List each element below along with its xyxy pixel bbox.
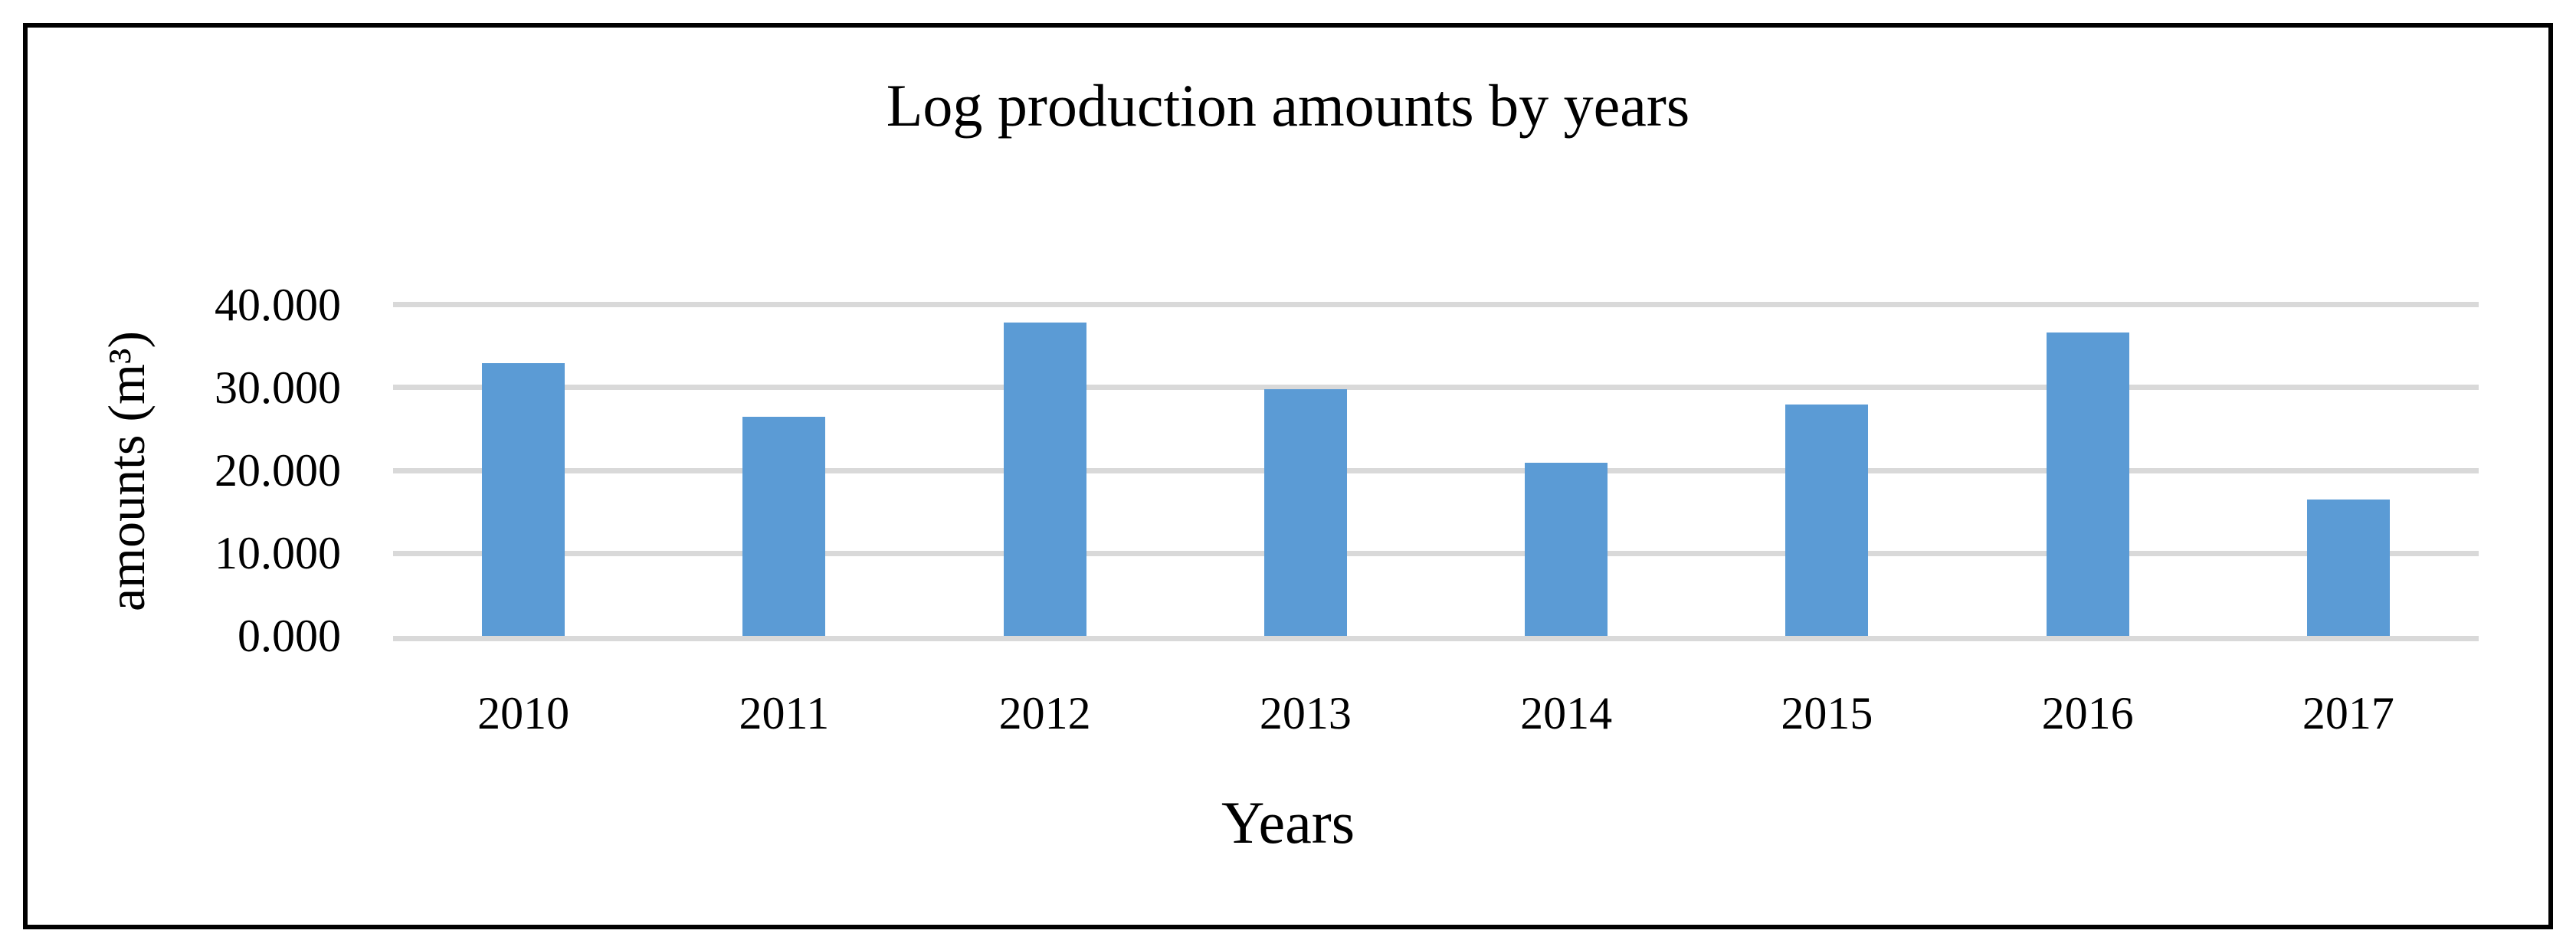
y-tick-label-20.000: 20.000: [215, 445, 341, 496]
bar-2015: [1785, 404, 1869, 636]
bar-slot-2012: [915, 264, 1175, 636]
plot-area: 40.000 30.000 20.000 10.000 0.000: [215, 264, 2479, 659]
gridline-30.000: [393, 385, 2479, 391]
x-tick-label-2015: 2015: [1781, 688, 1873, 739]
x-tick-label-2014: 2014: [1520, 688, 1613, 739]
x-tick-label-2012: 2012: [998, 688, 1091, 739]
bar-2013: [1263, 389, 1347, 636]
y-tick-label-40.000: 40.000: [215, 280, 341, 330]
bar-slot-2013: [1175, 264, 1436, 636]
bar-series: [393, 264, 2479, 636]
x-axis-tick-labels: 2010 2011 2012 2013 2014 2015 2016 2017: [393, 686, 2479, 740]
y-tick-label-0.000: 0.000: [238, 611, 341, 661]
figure-border: [23, 23, 2553, 929]
bar-slot-2010: [393, 264, 654, 636]
y-axis-title: amounts (m³): [97, 331, 156, 611]
chart-title: Log production amounts by years: [886, 72, 1690, 139]
bar-slot-2017: [2218, 264, 2479, 636]
bar-slot-2015: [1696, 264, 1957, 636]
bar-2017: [2306, 499, 2390, 636]
gridline-40.000: [393, 302, 2479, 308]
x-tick-label-2017: 2017: [2302, 688, 2394, 739]
bar-slot-2011: [654, 264, 914, 636]
bar-2016: [2046, 332, 2129, 636]
gridline-10.000: [393, 550, 2479, 556]
x-axis-title: Years: [1221, 789, 1355, 856]
gridline-0.000: [393, 636, 2479, 641]
bar-2010: [482, 362, 565, 636]
y-tick-label-10.000: 10.000: [215, 528, 341, 578]
bar-slot-2016: [1958, 264, 2218, 636]
x-tick-label-2013: 2013: [1259, 688, 1352, 739]
y-tick-label-30.000: 30.000: [215, 362, 341, 413]
bar-2014: [1525, 463, 1608, 636]
bar-2012: [1003, 322, 1086, 636]
x-tick-label-2010: 2010: [477, 688, 570, 739]
x-tick-label-2011: 2011: [739, 688, 830, 739]
gridline-20.000: [393, 467, 2479, 473]
bar-slot-2014: [1436, 264, 1696, 636]
x-tick-label-2016: 2016: [2041, 688, 2134, 739]
bar-2011: [742, 416, 826, 636]
